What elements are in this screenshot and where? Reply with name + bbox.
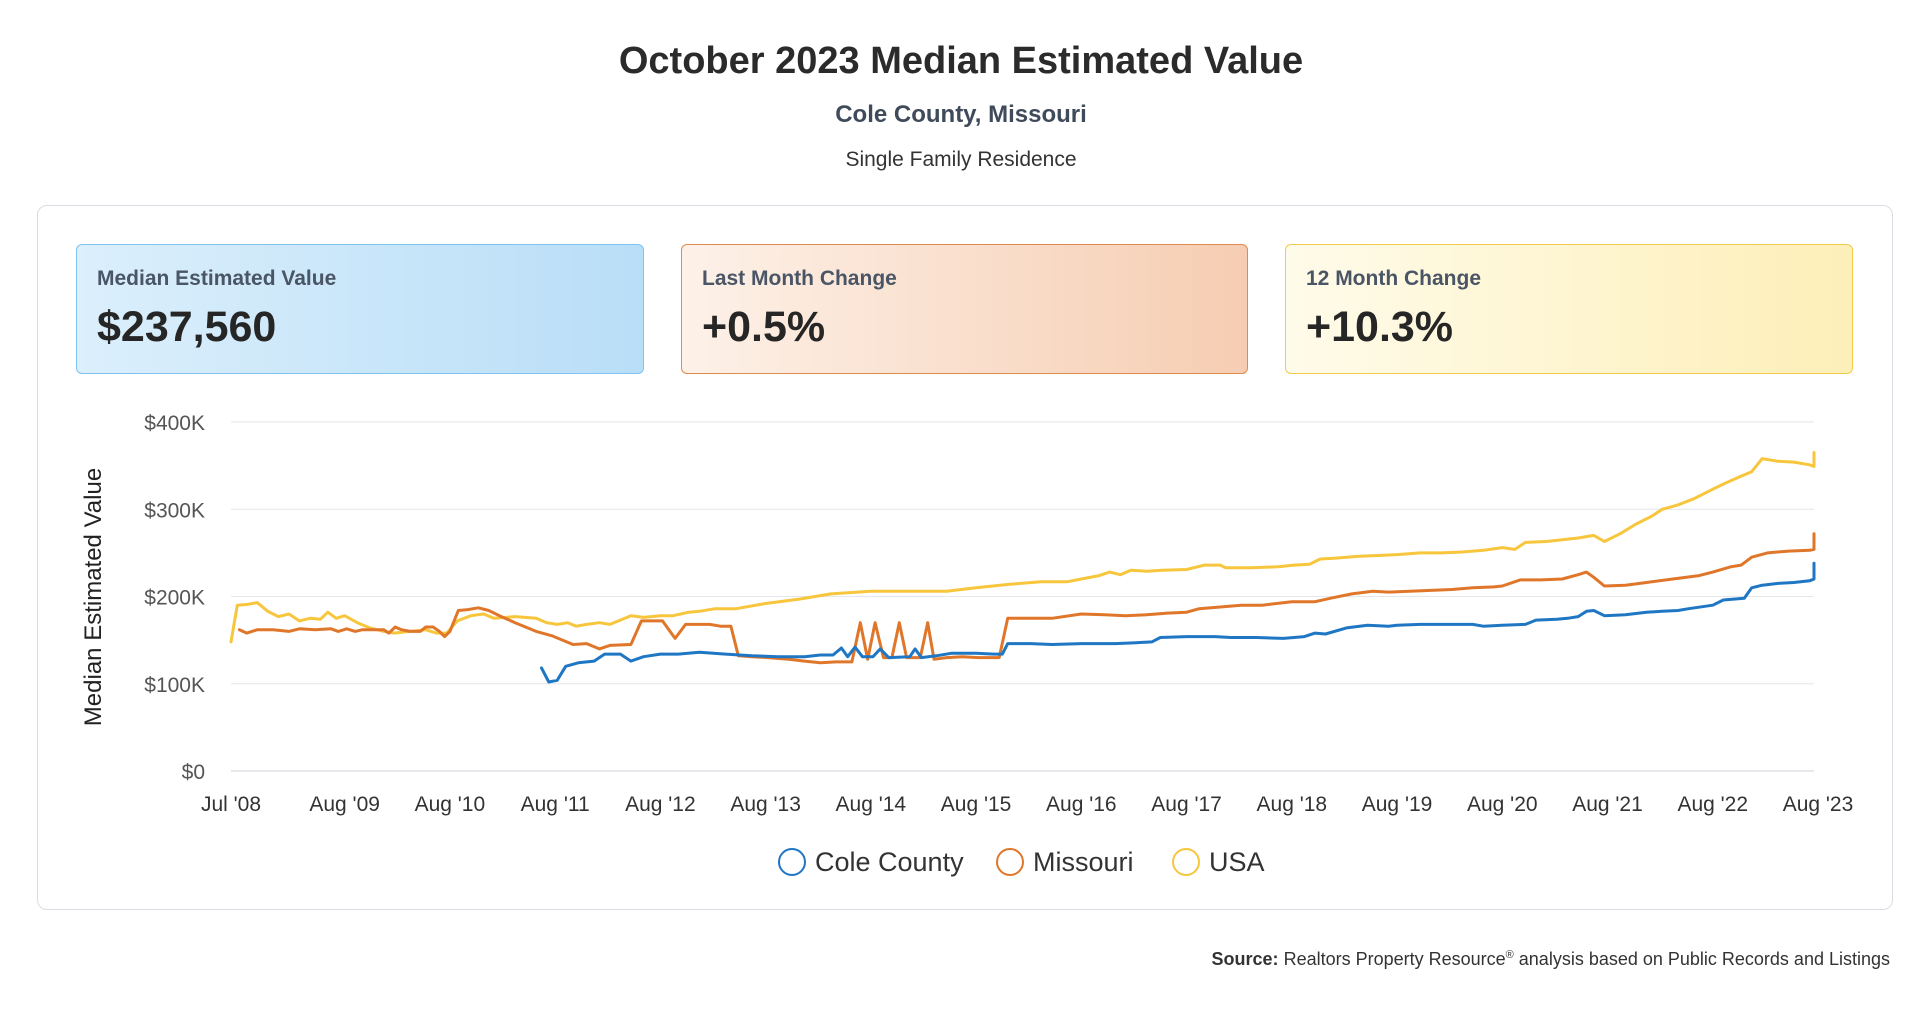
source-note: Source: Realtors Property Resource® anal…: [1212, 949, 1890, 970]
y-axis-title: Median Estimated Value: [80, 468, 107, 726]
median-value-card: Median Estimated Value $237,560: [76, 244, 644, 374]
registered-mark: ®: [1505, 949, 1514, 961]
property-type: Single Family Residence: [845, 148, 1077, 171]
twelve-month-change-label: 12 Month Change: [1306, 267, 1482, 290]
source-text: Realtors Property Resource: [1283, 949, 1506, 969]
median-value-label: Median Estimated Value: [97, 267, 337, 290]
x-tick-label: Aug '11: [521, 793, 590, 816]
page-subtitle: Cole County, Missouri: [835, 101, 1087, 128]
legend-label: USA: [1209, 847, 1265, 877]
twelve-month-change-value: +10.3%: [1306, 303, 1454, 351]
y-tick-label: $400K: [144, 412, 205, 435]
source-label: Source:: [1211, 949, 1279, 969]
median-value: $237,560: [97, 303, 277, 351]
x-tick-label: Aug '14: [836, 793, 907, 816]
page-title: October 2023 Median Estimated Value: [618, 40, 1304, 82]
legend-label: Missouri: [1033, 847, 1134, 877]
x-tick-label: Aug '17: [1151, 793, 1222, 816]
y-tick-label: $300K: [144, 499, 205, 522]
x-tick-label: Aug '21: [1572, 793, 1643, 816]
x-tick-label: Aug '18: [1257, 793, 1328, 816]
x-tick-label: Aug '20: [1467, 793, 1538, 816]
x-tick-label: Aug '22: [1677, 793, 1748, 816]
last-month-change-card: Last Month Change +0.5%: [681, 244, 1248, 374]
x-tick-label: Aug '15: [941, 793, 1012, 816]
series-line-cole-county: [540, 561, 1816, 684]
x-tick-label: Aug '12: [625, 793, 696, 816]
twelve-month-change-card: 12 Month Change +10.3%: [1285, 244, 1853, 374]
y-tick-label: $200K: [144, 587, 205, 610]
legend-marker-usa: [1172, 848, 1200, 876]
x-tick-label: Aug '23: [1783, 793, 1854, 816]
x-tick-label: Aug '13: [730, 793, 801, 816]
legend-marker-cole-county: [778, 848, 806, 876]
x-tick-label: Aug '09: [309, 793, 380, 816]
legend-label: Cole County: [815, 847, 964, 877]
x-tick-label: Jul '08: [201, 793, 261, 816]
last-month-change-label: Last Month Change: [702, 267, 897, 290]
legend-marker-missouri: [996, 848, 1024, 876]
last-month-change-value: +0.5%: [702, 303, 826, 351]
y-tick-label: $0: [182, 761, 205, 784]
x-tick-label: Aug '10: [415, 793, 486, 816]
series-line-usa: [229, 451, 1816, 644]
source-rest: analysis based on Public Records and Lis…: [1513, 949, 1890, 969]
chart-panel: Median Estimated Value $237,560 Last Mon…: [37, 205, 1893, 910]
y-tick-label: $100K: [144, 674, 205, 697]
x-tick-label: Aug '19: [1362, 793, 1433, 816]
x-tick-label: Aug '16: [1046, 793, 1117, 816]
